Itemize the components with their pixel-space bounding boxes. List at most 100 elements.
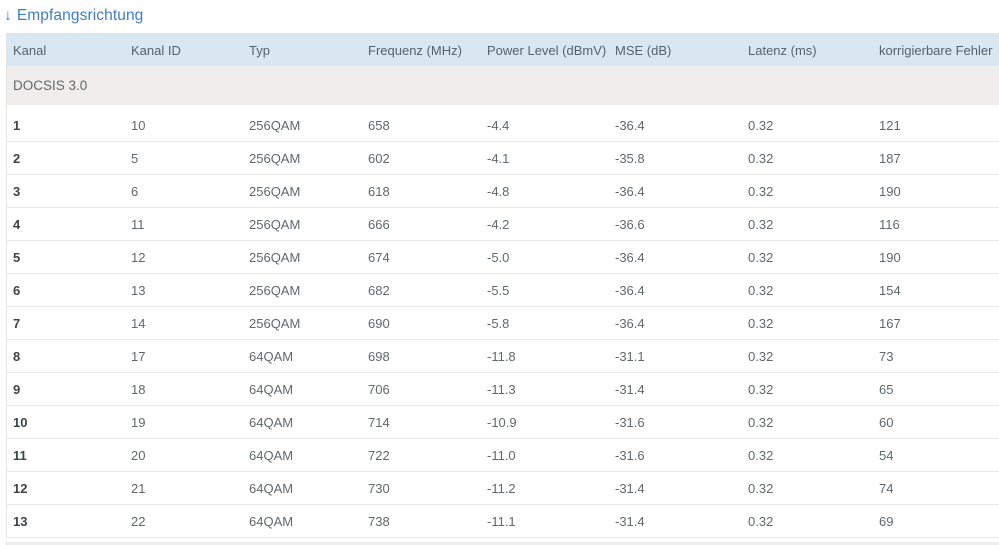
cell-typ: 256QAM xyxy=(243,175,362,208)
cell-korrigierbare-fehler: 74 xyxy=(873,472,999,505)
table-row: 12 21 64QAM 730 -11.2 -31.4 0.32 74 xyxy=(7,472,999,505)
cell-typ: 64QAM xyxy=(243,439,362,472)
cell-kanal-id: 17 xyxy=(125,340,243,373)
cell-power-level: -11.0 xyxy=(481,439,609,472)
cell-kanal-id: 10 xyxy=(125,109,243,142)
cell-latenz: 0.32 xyxy=(742,406,873,439)
cell-korrigierbare-fehler: 187 xyxy=(873,142,999,175)
title-bar: ↓ Empfangsrichtung xyxy=(0,0,999,33)
table-row: 7 14 256QAM 690 -5.8 -36.4 0.32 167 xyxy=(7,307,999,340)
cell-kanal: 5 xyxy=(7,241,125,274)
cell-typ: 64QAM xyxy=(243,472,362,505)
col-header-korrigierbare-fehler: korrigierbare Fehler xyxy=(873,34,999,66)
cell-korrigierbare-fehler: 54 xyxy=(873,439,999,472)
cell-mse: -31.6 xyxy=(609,406,742,439)
cell-typ: 256QAM xyxy=(243,274,362,307)
cell-latenz: 0.32 xyxy=(742,472,873,505)
cell-korrigierbare-fehler: 73 xyxy=(873,340,999,373)
cell-kanal: 8 xyxy=(7,340,125,373)
table-row: 1 10 256QAM 658 -4.4 -36.4 0.32 121 xyxy=(7,109,999,142)
cell-kanal: 2 xyxy=(7,142,125,175)
cell-kanal: 12 xyxy=(7,472,125,505)
cell-kanal: 3 xyxy=(7,175,125,208)
cell-latenz: 0.32 xyxy=(742,439,873,472)
cell-typ: 64QAM xyxy=(243,406,362,439)
col-header-mse: MSE (dB) xyxy=(609,34,742,66)
cell-kanal-id: 20 xyxy=(125,439,243,472)
cell-kanal-id: 13 xyxy=(125,274,243,307)
cell-frequenz: 706 xyxy=(362,373,481,406)
cell-mse: -31.4 xyxy=(609,505,742,538)
cell-mse: -35.8 xyxy=(609,142,742,175)
header-row: Kanal Kanal ID Typ Frequenz (MHz) Power … xyxy=(7,34,999,66)
cell-typ: 256QAM xyxy=(243,208,362,241)
cell-kanal-id: 5 xyxy=(125,142,243,175)
table-header: Kanal Kanal ID Typ Frequenz (MHz) Power … xyxy=(7,34,999,66)
cell-korrigierbare-fehler: 65 xyxy=(873,373,999,406)
cell-frequenz: 674 xyxy=(362,241,481,274)
cell-power-level: -4.2 xyxy=(481,208,609,241)
cell-korrigierbare-fehler: 116 xyxy=(873,208,999,241)
table-row: 3 6 256QAM 618 -4.8 -36.4 0.32 190 xyxy=(7,175,999,208)
cell-latenz: 0.32 xyxy=(742,505,873,538)
cell-kanal: 13 xyxy=(7,505,125,538)
col-header-typ: Typ xyxy=(243,34,362,66)
cell-typ: 256QAM xyxy=(243,307,362,340)
cell-kanal: 10 xyxy=(7,406,125,439)
cell-latenz: 0.32 xyxy=(742,274,873,307)
cell-mse: -31.6 xyxy=(609,439,742,472)
cell-frequenz: 738 xyxy=(362,505,481,538)
cell-typ: 256QAM xyxy=(243,241,362,274)
cell-mse: -31.4 xyxy=(609,472,742,505)
cell-power-level: -5.8 xyxy=(481,307,609,340)
cell-kanal-id: 18 xyxy=(125,373,243,406)
col-header-kanal-id: Kanal ID xyxy=(125,34,243,66)
table-row: 10 19 64QAM 714 -10.9 -31.6 0.32 60 xyxy=(7,406,999,439)
cell-power-level: -5.0 xyxy=(481,241,609,274)
cell-mse: -36.4 xyxy=(609,241,742,274)
cell-korrigierbare-fehler: 69 xyxy=(873,505,999,538)
cell-typ: 64QAM xyxy=(243,373,362,406)
cell-frequenz: 698 xyxy=(362,340,481,373)
cell-typ: 256QAM xyxy=(243,109,362,142)
cell-latenz: 0.32 xyxy=(742,373,873,406)
cell-frequenz: 690 xyxy=(362,307,481,340)
cell-korrigierbare-fehler: 190 xyxy=(873,175,999,208)
cell-kanal-id: 6 xyxy=(125,175,243,208)
cell-frequenz: 658 xyxy=(362,109,481,142)
cell-power-level: -4.1 xyxy=(481,142,609,175)
table-row: 9 18 64QAM 706 -11.3 -31.4 0.32 65 xyxy=(7,373,999,406)
cell-frequenz: 666 xyxy=(362,208,481,241)
cell-latenz: 0.32 xyxy=(742,142,873,175)
cell-power-level: -11.1 xyxy=(481,505,609,538)
cell-kanal: 6 xyxy=(7,274,125,307)
cell-kanal: 1 xyxy=(7,109,125,142)
cell-frequenz: 714 xyxy=(362,406,481,439)
table-row: 4 11 256QAM 666 -4.2 -36.6 0.32 116 xyxy=(7,208,999,241)
col-header-kanal: Kanal xyxy=(7,34,125,66)
cell-mse: -31.4 xyxy=(609,373,742,406)
cell-frequenz: 682 xyxy=(362,274,481,307)
cell-frequenz: 722 xyxy=(362,439,481,472)
cell-korrigierbare-fehler: 167 xyxy=(873,307,999,340)
next-section-row-cutoff xyxy=(6,542,999,545)
cell-typ: 64QAM xyxy=(243,340,362,373)
table-row: 11 20 64QAM 722 -11.0 -31.6 0.32 54 xyxy=(7,439,999,472)
cell-power-level: -4.8 xyxy=(481,175,609,208)
downstream-channels-table: DOCSIS 3.0 Kanal Kanal ID Typ Frequenz (… xyxy=(6,33,999,538)
cell-typ: 256QAM xyxy=(243,142,362,175)
cell-power-level: -11.3 xyxy=(481,373,609,406)
cell-kanal: 4 xyxy=(7,208,125,241)
cell-power-level: -10.9 xyxy=(481,406,609,439)
receive-direction-toggle[interactable]: ↓ Empfangsrichtung xyxy=(4,7,143,24)
table-body: 1 10 256QAM 658 -4.4 -36.4 0.32 121 2 5 256QAM 602-… xyxy=(7,109,999,538)
col-header-frequenz: Frequenz (MHz) xyxy=(362,34,481,66)
cell-kanal: 9 xyxy=(7,373,125,406)
cell-kanal-id: 11 xyxy=(125,208,243,241)
table-row: 6 13 256QAM 682 -5.5 -36.4 0.32 154 xyxy=(7,274,999,307)
cell-frequenz: 730 xyxy=(362,472,481,505)
cell-frequenz: 602 xyxy=(362,142,481,175)
cell-latenz: 0.32 xyxy=(742,241,873,274)
cell-mse: -36.4 xyxy=(609,274,742,307)
table-row: 13 22 64QAM 738 -11.1 -31.4 0.32 69 xyxy=(7,505,999,538)
